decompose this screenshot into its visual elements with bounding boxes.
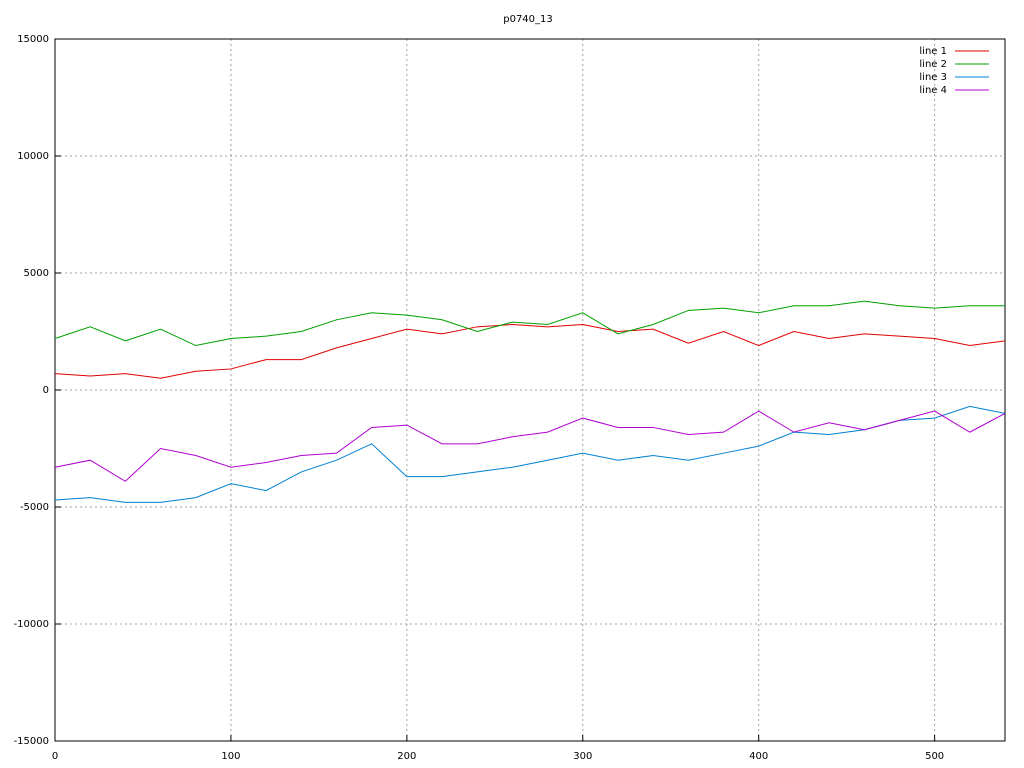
x-tick-label: 100 xyxy=(221,751,240,762)
x-tick-label: 0 xyxy=(52,751,58,762)
y-tick-label: 15000 xyxy=(17,34,49,45)
x-tick-label: 200 xyxy=(397,751,416,762)
y-tick-label: 0 xyxy=(43,385,49,396)
x-tick-label: 500 xyxy=(925,751,944,762)
plot-frame xyxy=(54,38,1006,742)
y-tick-label: 5000 xyxy=(24,268,49,279)
y-tick-label: -10000 xyxy=(14,619,49,630)
legend-label: line 1 xyxy=(919,46,947,57)
x-tick-label: 300 xyxy=(573,751,592,762)
legend-label: line 2 xyxy=(919,59,947,70)
y-tick-label: -5000 xyxy=(20,502,49,513)
data-line xyxy=(54,300,1005,347)
legend-label: line 3 xyxy=(919,72,947,83)
chart-title: p0740_13 xyxy=(503,14,553,25)
x-tick-label: 400 xyxy=(749,751,768,762)
data-line xyxy=(54,410,1006,482)
data-line xyxy=(54,323,1006,379)
data-line xyxy=(54,405,1006,503)
legend-label: line 4 xyxy=(919,85,947,96)
y-tick-label: -15000 xyxy=(14,736,49,747)
y-tick-label: 10000 xyxy=(17,151,49,162)
